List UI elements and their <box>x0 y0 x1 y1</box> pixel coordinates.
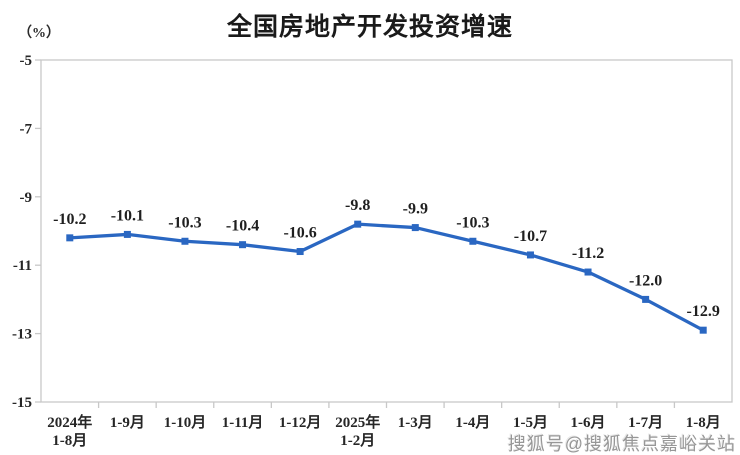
data-line <box>68 222 705 332</box>
data-label: -10.3 <box>456 214 489 231</box>
data-point-marker <box>411 224 419 232</box>
x-axis-label: 2024年 <box>47 413 92 431</box>
data-label: -12.0 <box>629 272 662 289</box>
data-label: -10.1 <box>111 207 144 224</box>
data-point-marker <box>181 237 189 245</box>
x-axis-label: 1-4月 <box>455 414 490 431</box>
data-label: -10.6 <box>283 225 316 242</box>
data-label: -9.9 <box>403 201 428 218</box>
data-point-marker <box>584 268 592 276</box>
x-axis-label: 1-11月 <box>222 414 264 431</box>
y-axis-tick-label: -7 <box>20 121 33 137</box>
x-axis-label: 1-7月 <box>628 414 663 431</box>
data-point-marker <box>699 326 707 334</box>
data-label: -10.3 <box>168 214 201 231</box>
x-axis-label: 1-5月 <box>513 414 548 431</box>
data-point-marker <box>66 234 74 242</box>
x-axis-label: 1-12月 <box>279 414 322 431</box>
data-point-marker <box>239 241 247 249</box>
x-axis-label: 1-8月 <box>52 432 87 449</box>
y-axis-unit-label: （%） <box>18 26 60 41</box>
data-point-marker <box>354 220 362 228</box>
x-axis-label: 1-6月 <box>571 414 606 431</box>
y-axis-tick-label: -13 <box>12 327 32 343</box>
data-label: -10.2 <box>53 211 86 228</box>
y-axis-tick-label: -15 <box>12 395 32 411</box>
data-label: -10.4 <box>226 218 259 235</box>
data-point-marker <box>642 295 650 303</box>
data-point-marker <box>526 251 534 259</box>
data-point-marker <box>469 237 477 245</box>
x-axis-label: 1-10月 <box>164 414 207 431</box>
x-axis-label: 1-2月 <box>340 432 375 449</box>
data-label: -11.2 <box>572 245 604 262</box>
data-label: -9.8 <box>345 197 370 214</box>
data-label: -10.7 <box>514 228 547 245</box>
y-axis-tick-label: -11 <box>13 258 32 274</box>
data-label: -12.9 <box>687 303 720 320</box>
x-axis-label: 1-9月 <box>110 414 145 431</box>
watermark: 搜狐号@搜狐焦点嘉峪关站 <box>507 434 736 454</box>
chart-title: 全国房地产开发投资增速 <box>226 13 513 41</box>
x-axis-label: 2025年 <box>335 413 380 431</box>
x-axis-label: 1-3月 <box>398 414 433 431</box>
data-point-marker <box>296 248 304 256</box>
y-axis-tick-label: -5 <box>20 53 33 69</box>
x-axis-label: 1-8月 <box>686 414 721 431</box>
plot-frame <box>40 59 733 403</box>
y-axis-tick-label: -9 <box>20 190 33 206</box>
data-point-marker <box>123 230 131 238</box>
